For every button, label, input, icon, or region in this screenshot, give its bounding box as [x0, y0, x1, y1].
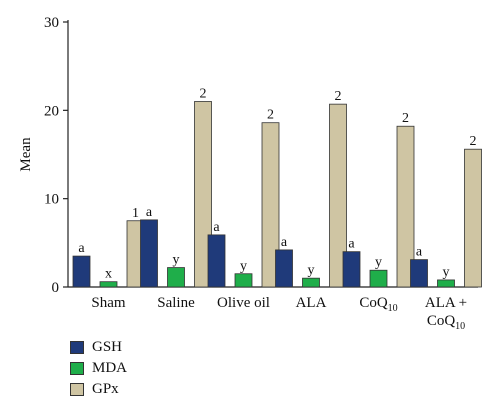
chart-legend: GSH MDA GPx [70, 338, 127, 401]
bar-annotation: a [78, 241, 85, 256]
bar-gsh-1 [140, 219, 158, 288]
x-tick-label: CoQ10 [359, 295, 397, 314]
x-tick-label: ALA + [425, 295, 467, 311]
bar-annotation: y [173, 253, 180, 268]
bar-mda-5 [437, 279, 455, 288]
bar-gpx-5 [464, 148, 482, 288]
bar-gsh-2 [207, 234, 226, 288]
x-tick-labels: Sham Saline Olive oil ALA CoQ10 ALA + CoQ10 [91, 295, 467, 332]
x-tick-label: Saline [157, 295, 195, 311]
legend-item-gsh: GSH [70, 338, 127, 357]
legend-swatch-gpx [70, 383, 84, 396]
bar-annotation: x [105, 267, 112, 282]
bar-annotation: a [348, 237, 355, 252]
bar-annotation: a [213, 220, 220, 235]
bar-annotation: y [443, 265, 450, 280]
bar-gsh-0 [72, 255, 91, 288]
bar-mda-3 [302, 277, 320, 288]
x-tick-label: Sham [91, 295, 126, 311]
bar-gsh-4 [342, 251, 361, 288]
legend-item-mda: MDA [70, 359, 127, 378]
legend-swatch-mda [70, 362, 84, 375]
x-tick-label: ALA [296, 295, 327, 311]
bar-gpx-2 [261, 122, 280, 288]
bar-gpx-3 [329, 103, 347, 288]
bar-mda-2 [234, 273, 253, 288]
bar-annotation: y [375, 255, 382, 270]
legend-label-gsh: GSH [92, 339, 123, 355]
legend-swatch-gsh [70, 341, 84, 354]
bar-annotation: 2 [200, 87, 207, 102]
y-tick-label: 30 [44, 15, 59, 31]
bar-annotation: y [240, 259, 247, 274]
x-tick-label: Olive oil [217, 295, 270, 311]
legend-label-gpx: GPx [92, 381, 119, 397]
bar-gpx-1 [194, 101, 212, 288]
bar-annotation: a [416, 245, 423, 260]
bar-annotation: a [281, 235, 288, 250]
bar-annotation: 2 [470, 134, 477, 149]
bar-mda-1 [167, 267, 185, 288]
bar-annotation: y [308, 263, 315, 278]
x-tick-label-line2: CoQ10 [427, 313, 465, 332]
bar-gsh-3 [275, 249, 293, 288]
y-tick-label: 0 [52, 280, 60, 296]
bar-mda-4 [369, 269, 388, 288]
legend-label-mda: MDA [92, 360, 128, 376]
bar-annotation: 1 [132, 206, 139, 221]
bar-gpx-4 [396, 125, 415, 288]
chart-bars [72, 101, 482, 288]
bar-mda-0 [99, 281, 118, 288]
bar-annotation: 2 [335, 89, 342, 104]
bar-annotation: a [146, 205, 153, 220]
y-axis-label: Mean [18, 137, 34, 172]
legend-item-gpx: GPx [70, 380, 127, 399]
bar-annotation: 2 [402, 111, 409, 126]
bar-annotation: 2 [267, 108, 274, 123]
y-tick-label: 20 [44, 103, 59, 119]
y-tick-label: 10 [44, 192, 59, 208]
bar-gsh-5 [410, 259, 428, 288]
